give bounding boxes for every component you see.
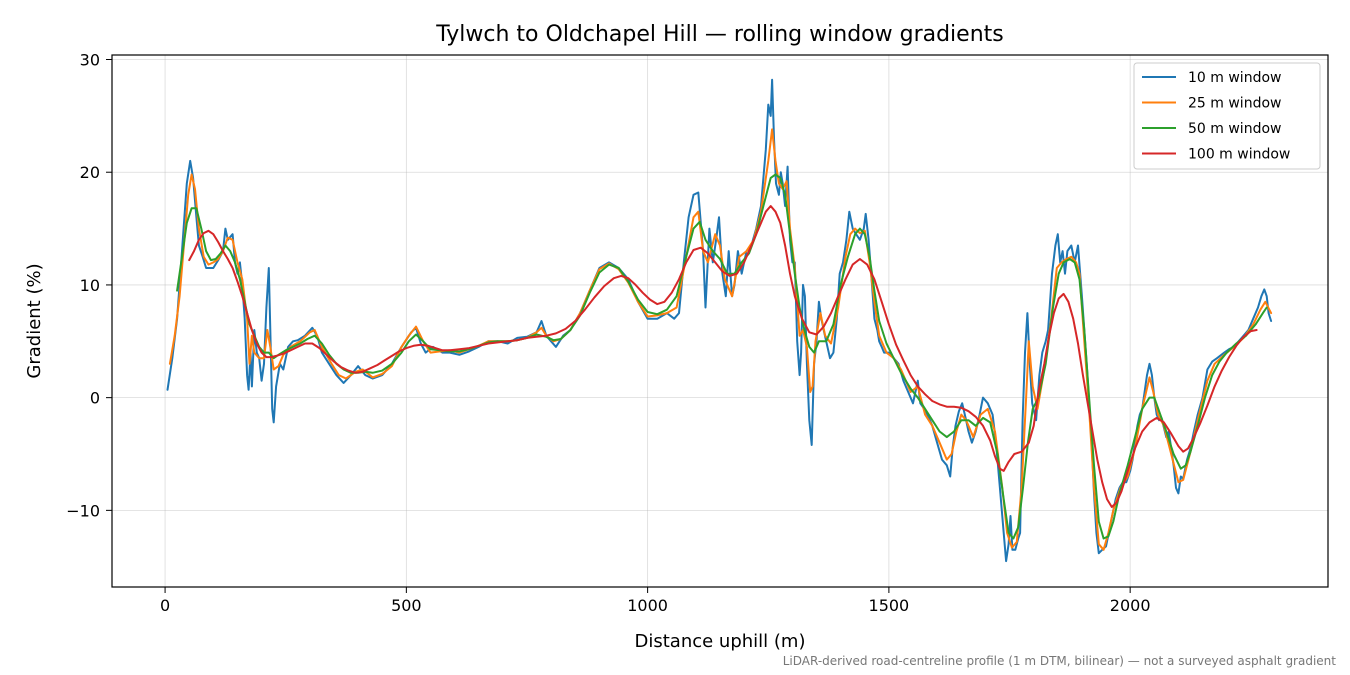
series-lines <box>166 78 1273 563</box>
y-tick-label: −10 <box>66 501 100 520</box>
legend: 10 m window 25 m window 50 m window 100 m w… <box>1133 62 1321 170</box>
footnote: LiDAR-derived road-centreline profile (1… <box>783 654 1337 668</box>
series-line-4 <box>188 205 1258 508</box>
x-tick-label: 0 <box>160 596 170 615</box>
series-line-2 <box>168 128 1273 551</box>
x-axis-label: Distance uphill (m) <box>635 631 806 652</box>
x-tick-label: 1500 <box>869 596 910 615</box>
legend-label-4: 100 m window <box>1188 147 1290 163</box>
legend-frame <box>1133 62 1321 170</box>
y-axis-label: Gradient (%) <box>24 263 45 378</box>
y-tick-label: 30 <box>80 51 100 70</box>
x-tick-label: 500 <box>391 596 422 615</box>
x-tick-label: 2000 <box>1110 596 1151 615</box>
plot-frame <box>111 54 1329 588</box>
y-tick-label: 10 <box>80 276 100 295</box>
legend-label-1: 10 m window <box>1188 70 1281 86</box>
legend-label-2: 25 m window <box>1188 96 1281 112</box>
y-tick-label: 20 <box>80 163 100 182</box>
legend-label-3: 50 m window <box>1188 121 1281 137</box>
chart-title: Tylwch to Oldchapel Hill — rolling windo… <box>435 22 1004 47</box>
x-tick-label: 1000 <box>627 596 668 615</box>
axis-ticks: 0 500 1000 1500 2000 −10 0 10 20 30 <box>66 51 1150 615</box>
y-tick-label: 0 <box>90 389 100 408</box>
gridlines <box>112 55 1328 587</box>
